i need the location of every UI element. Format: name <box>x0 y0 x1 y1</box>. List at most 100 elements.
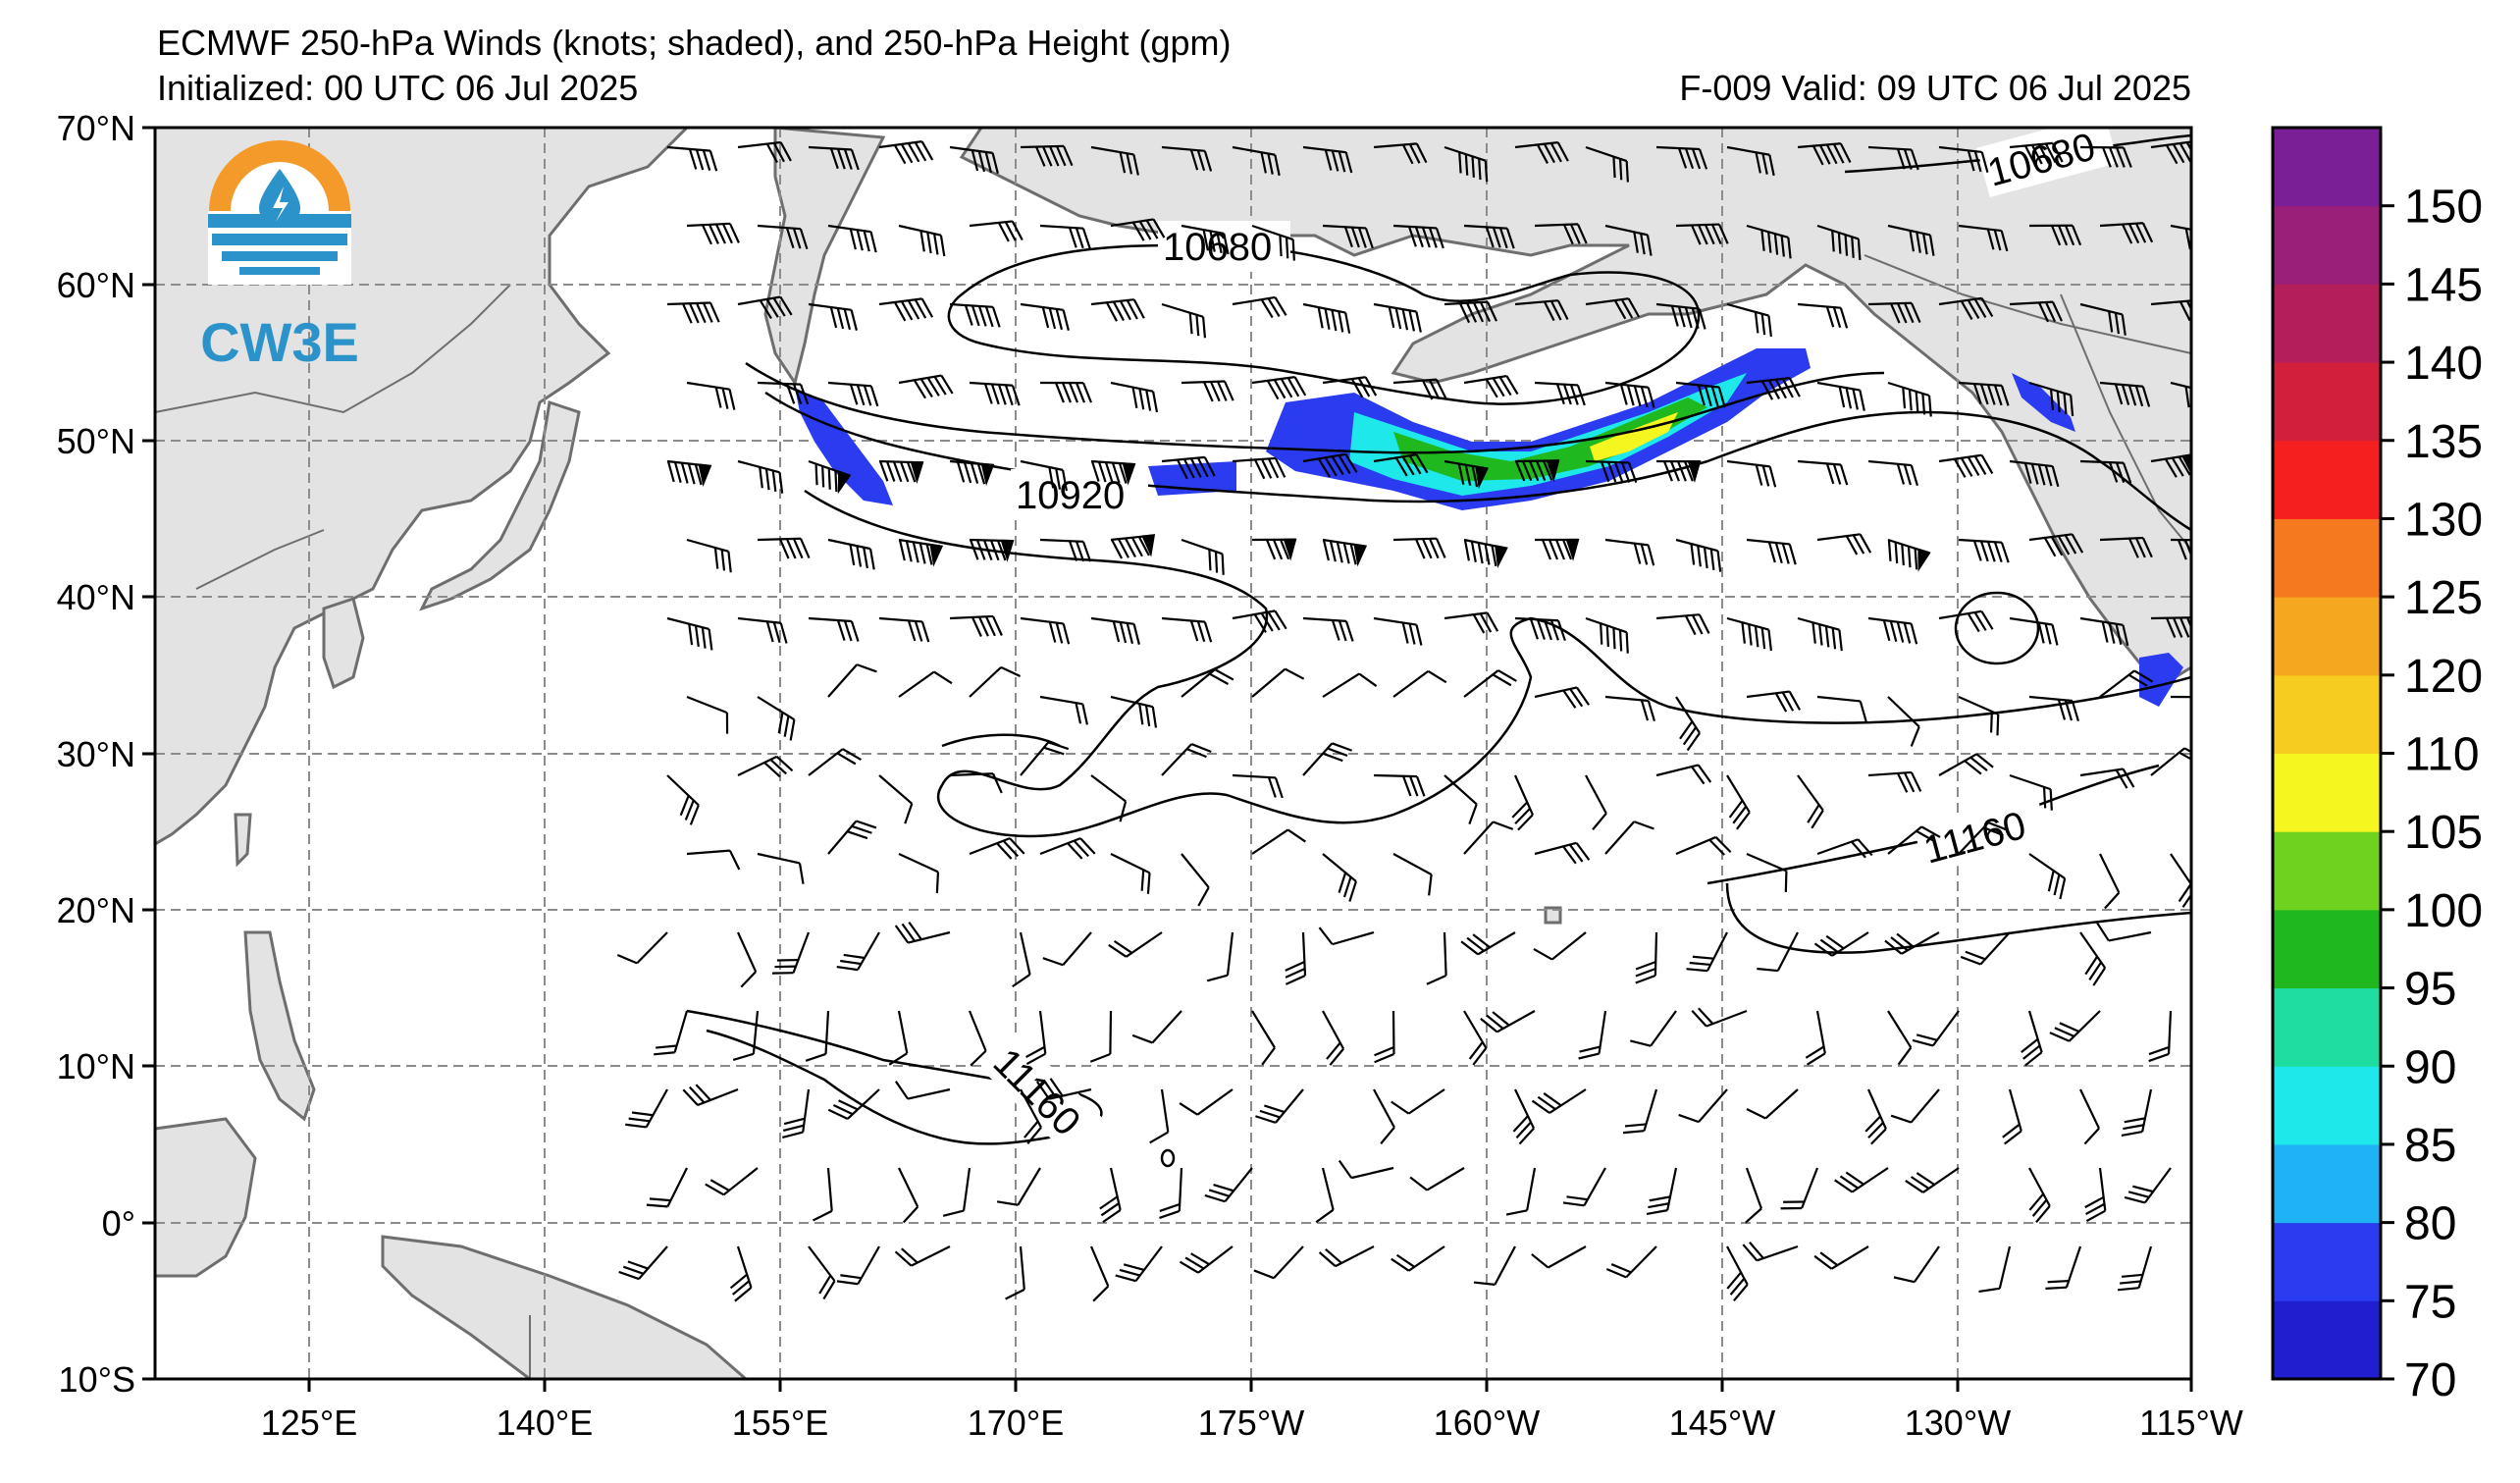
wind-barb <box>616 931 668 965</box>
colorbar-label: 140 <box>2404 338 2483 390</box>
wind-barb <box>1179 1088 1234 1116</box>
wind-barb <box>1090 145 1139 176</box>
wind-barb <box>1089 1010 1113 1063</box>
wind-barb <box>1905 1167 1960 1193</box>
lon-label-155e: 155°E <box>732 1403 828 1443</box>
colorbar-segment <box>2273 909 2381 989</box>
wind-barb <box>1797 616 1843 652</box>
wind-barb <box>2170 538 2191 560</box>
wind-barb <box>1444 459 1489 490</box>
wind-barb <box>737 140 792 164</box>
wind-barb <box>888 1010 909 1066</box>
wind-barb <box>1338 1159 1394 1180</box>
colorbar-label: 130 <box>2404 494 2483 546</box>
wind-barb <box>898 670 953 698</box>
wind-barb <box>2028 695 2080 721</box>
wind-barb <box>1867 301 1921 324</box>
wind-barb <box>1131 1010 1182 1044</box>
lat-label-10s: 10°S <box>59 1359 135 1400</box>
lat-label-40n: 40°N <box>57 577 135 617</box>
wind-barb <box>1605 1245 1657 1279</box>
wind-barb <box>1816 224 1862 261</box>
wind-barb <box>1816 695 1867 722</box>
wind-barb <box>1745 1167 1762 1224</box>
wind-barb <box>1958 538 2010 563</box>
lon-labels: 125°E 140°E 155°E 170°E 175°W 160°W 145°… <box>261 1403 2243 1443</box>
wind-barb <box>1534 381 1586 406</box>
lon-label-175w: 175°W <box>1198 1403 1304 1443</box>
colorbar-label: 90 <box>2404 1041 2456 1093</box>
wind-barb <box>2079 931 2107 986</box>
wind-barb <box>1630 1010 1677 1047</box>
wind-barb <box>2099 853 2121 910</box>
colorbar-label: 75 <box>2404 1276 2456 1328</box>
wind-barb <box>1253 1245 1304 1280</box>
wind-barb <box>1655 613 1710 636</box>
wind-barb <box>2021 1010 2043 1067</box>
wind-barb <box>805 1010 830 1062</box>
jet-east-sw <box>2139 653 2183 707</box>
wind-barb <box>1514 459 1560 483</box>
wind-barb <box>1578 1010 1607 1060</box>
wind-barb <box>1322 538 1368 567</box>
wind-barb <box>1302 452 1358 478</box>
land-masses <box>155 128 2191 1379</box>
wind-barb <box>1322 224 1374 249</box>
wind-barb <box>1534 686 1591 709</box>
wind-barb <box>1887 825 1941 855</box>
wind-barb <box>949 772 1003 794</box>
wind-barb <box>1604 821 1654 855</box>
wind-barb <box>1251 376 1307 400</box>
wind-barb <box>666 774 700 825</box>
wind-barb <box>1604 695 1656 721</box>
wind-barb <box>1958 381 2010 406</box>
wind-barb <box>1512 1088 1536 1145</box>
wind-barb <box>808 1245 836 1300</box>
wind-barb <box>898 853 940 893</box>
colorbar-label: 110 <box>2404 729 2480 781</box>
lon-label-125e: 125°E <box>261 1403 357 1443</box>
wind-barb <box>898 1167 919 1224</box>
colorbar-segment <box>2273 831 2381 911</box>
wind-barb <box>812 1167 833 1222</box>
wind-barb <box>1373 302 1422 333</box>
wind-barb <box>1978 1245 2012 1294</box>
wind-barb <box>1463 538 1508 568</box>
wind-barb <box>1655 145 1708 170</box>
wind-barb <box>686 849 741 871</box>
wind-barb <box>836 931 880 972</box>
wind-barb <box>666 145 718 172</box>
wind-barb <box>1912 1010 1960 1047</box>
wind-barb <box>1514 616 1566 642</box>
graticule <box>155 128 2191 1379</box>
wind-barb <box>1511 774 1534 831</box>
wind-barb <box>1020 144 1074 167</box>
wind-barb <box>878 459 924 484</box>
wind-barb <box>1887 224 1935 256</box>
wind-barb <box>1020 302 1070 331</box>
wind-barb <box>1392 537 1446 559</box>
wind-barb <box>949 302 1001 328</box>
wind-barb <box>1562 1167 1606 1207</box>
colorbar-label: 70 <box>2404 1354 2456 1406</box>
wind-barb <box>1373 616 1423 646</box>
wind-barb <box>1463 1010 1488 1066</box>
wind-barb <box>1655 459 1702 483</box>
wind-barb <box>2009 616 2059 646</box>
wind-barb <box>1302 302 1351 334</box>
wind-barb <box>1181 538 1225 575</box>
cw3e-logo: CW3E <box>200 140 359 373</box>
wind-barb <box>1391 1088 1445 1115</box>
land-indonesia <box>155 1117 257 1278</box>
wind-barb <box>836 1245 880 1286</box>
wind-barb <box>2049 1010 2101 1042</box>
land-taiwan <box>234 813 252 868</box>
lat-label-70n: 70°N <box>57 108 135 148</box>
wind-barb <box>1115 1245 1163 1283</box>
wind-barb <box>1161 455 1216 480</box>
wind-barb <box>1816 533 1872 556</box>
wind-barb <box>1514 141 1569 164</box>
wind-barb <box>1531 1245 1587 1269</box>
wind-barb <box>1012 931 1031 988</box>
